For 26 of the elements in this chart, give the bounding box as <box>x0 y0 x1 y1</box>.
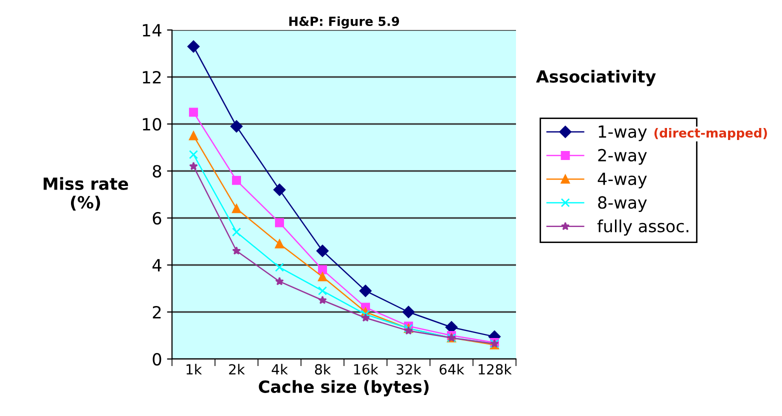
legend-label: 2-way <box>598 148 647 165</box>
y-tick-label: 12 <box>142 70 161 84</box>
y-tick-label: 6 <box>152 212 162 225</box>
text: (direct-mapped) <box>654 128 767 140</box>
x-tick-label: 2k <box>229 364 245 374</box>
y-tick-label: 4 <box>152 259 162 272</box>
x-tick-label: 8k <box>315 364 331 375</box>
x-tick-label: 64k <box>440 364 464 375</box>
x-tick-label: 16k <box>354 364 378 375</box>
y-axis-title: Miss rate (%) <box>44 177 128 211</box>
x-tick-label: 4k <box>272 364 288 374</box>
y-tick-label: 2 <box>152 306 161 318</box>
legend-title: Associativity <box>536 70 656 86</box>
x-tick-label: 32k <box>396 364 422 375</box>
y-tick-label: 14 <box>142 24 162 36</box>
y-tick-label: 10 <box>142 118 162 131</box>
x-axis-title: Cache size (bytes) <box>258 380 429 396</box>
chart-title: H&P: Figure 5.9 <box>289 16 400 29</box>
legend-label: fully assoc. <box>597 220 688 236</box>
legend-label: 4-way <box>598 172 647 188</box>
legend-label: 8-way <box>598 196 647 212</box>
x-tick-label: 128k <box>478 364 512 375</box>
y-tick-label: 8 <box>152 164 162 178</box>
y-tick-label: 0 <box>152 352 162 366</box>
x-tick-label: 1k <box>186 364 202 374</box>
legend-label: 1-way <box>598 126 647 142</box>
